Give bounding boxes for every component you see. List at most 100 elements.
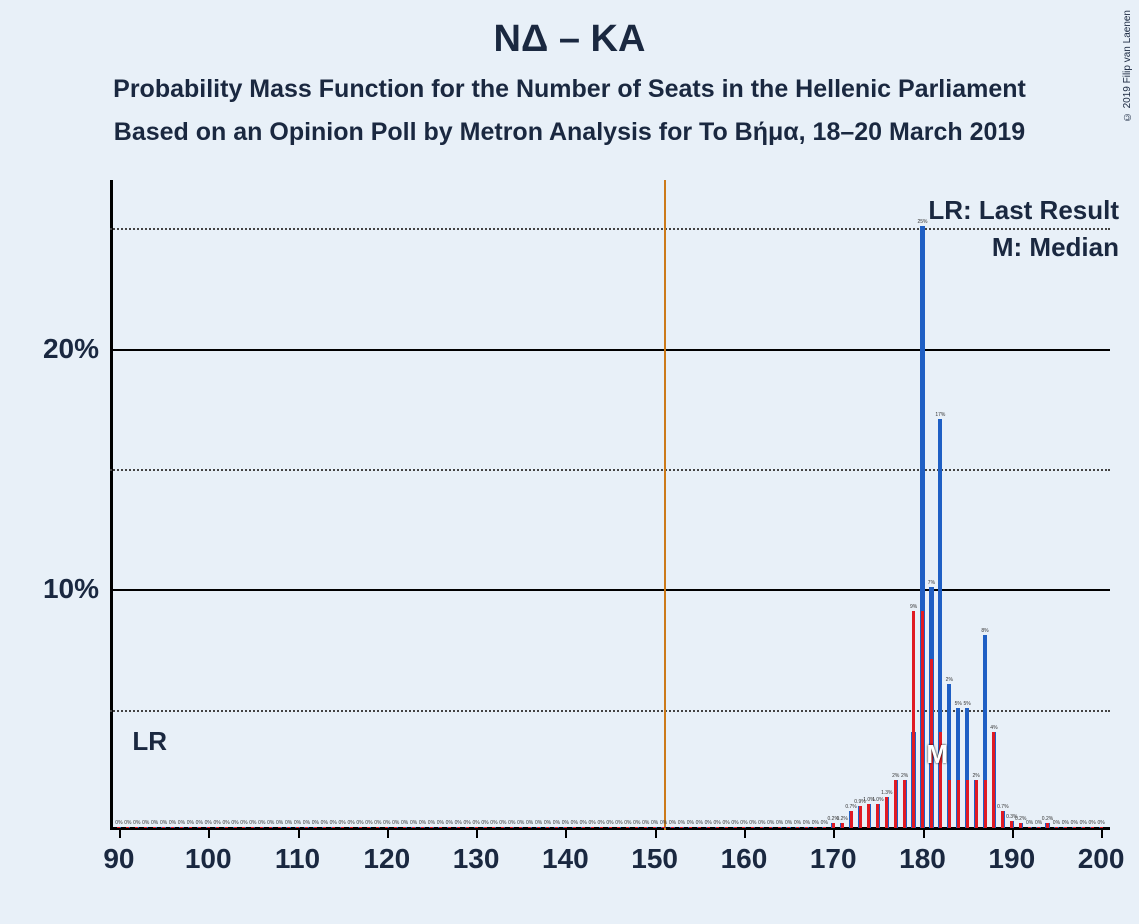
bar-red [278,827,281,828]
x-tick-label: 180 [899,843,946,875]
bar-label: 0% [124,820,131,826]
bar-label: 0% [678,820,685,826]
bar-label: 0.2% [1042,816,1053,822]
bar-red [501,827,504,828]
bar-label: 0% [544,820,551,826]
bar-red [448,827,451,828]
bar-red [1055,827,1058,828]
bar-label: 0% [276,820,283,826]
bar-label: 0% [151,820,158,826]
bar-red [582,827,585,828]
bar-red [698,827,701,828]
x-tick [833,830,835,838]
bar-label: 0% [356,820,363,826]
bar-red [707,827,710,828]
bar-red [1028,827,1031,828]
bar-red [966,780,969,828]
bar-label: 0% [571,820,578,826]
bar-red [484,827,487,828]
bar-label: 2% [901,773,908,779]
bar-label: 2% [892,773,899,779]
bar-label: 0% [1089,820,1096,826]
bar-red [841,823,844,828]
bar-red [591,827,594,828]
bar-red [269,827,272,828]
bar-label: 0% [562,820,569,826]
median-marker: M [926,739,948,770]
bar-red [626,827,629,828]
bar-label: 7% [928,580,935,586]
bar-red [805,827,808,828]
bar-red [975,780,978,828]
bar-label: 0% [1097,820,1104,826]
bar-red [1082,827,1085,828]
bar-label: 0% [160,820,167,826]
bar-red [153,827,156,828]
bar-red [680,827,683,828]
bar-red [225,827,228,828]
bar-red [894,780,897,828]
x-tick-label: 170 [810,843,857,875]
bar-red [832,823,835,828]
copyright-text: © 2019 Filip van Laenen [1122,10,1133,122]
bar-label: 0% [1062,820,1069,826]
bar-label: 0% [205,820,212,826]
bar-label: 0% [705,820,712,826]
bar-label: 0% [419,820,426,826]
bar-label: 0% [660,820,667,826]
bar-red [466,827,469,828]
bar-label: 0% [231,820,238,826]
bar-red [662,827,665,828]
bar-label: 0% [455,820,462,826]
bar-label: 0% [669,820,676,826]
x-tick [1012,830,1014,838]
bar-label: 0% [767,820,774,826]
bar-red [251,827,254,828]
chart-subtitle-2: Based on an Opinion Poll by Metron Analy… [0,118,1139,147]
bar-label: 0% [115,820,122,826]
bar-red [126,827,129,828]
bar-label: 0% [508,820,515,826]
bar-label: 0% [749,820,756,826]
bar-label: 0% [606,820,613,826]
bar-label: 0% [1071,820,1078,826]
x-tick [923,830,925,838]
bar-label: 0% [785,820,792,826]
bar-red [778,827,781,828]
bar-label: 0% [365,820,372,826]
bar-red [716,827,719,828]
chart-container: ΝΔ – ΚΑ Probability Mass Function for th… [0,0,1139,924]
bar-red [162,827,165,828]
bar-label: 0% [294,820,301,826]
bar-label: 0% [312,820,319,826]
majority-line [664,180,666,830]
bar-label: 0% [196,820,203,826]
bar-red [921,611,924,828]
bar-label: 0% [624,820,631,826]
bar-label: 0% [589,820,596,826]
bar-red [234,827,237,828]
bar-label: 0% [347,820,354,826]
bar-red [385,827,388,828]
bar-red [725,827,728,828]
bar-label: 0% [526,820,533,826]
chart-title: ΝΔ – ΚΑ [0,0,1139,61]
bar-label: 0% [392,820,399,826]
bar-label: 25% [917,219,927,225]
x-tick [565,830,567,838]
bar-red [957,780,960,828]
bar-label: 0% [758,820,765,826]
y-tick-label: 20% [43,333,99,365]
x-tick-label: 160 [721,843,768,875]
bar-label: 0% [714,820,721,826]
bar-red [1019,823,1022,828]
bar-red [876,804,879,828]
bar-label: 0% [731,820,738,826]
bar-label: 0.2% [1015,816,1026,822]
bar-red [216,827,219,828]
bar-label: 0% [446,820,453,826]
bar-label: 0% [428,820,435,826]
bar-label: 0% [651,820,658,826]
bar-red [439,827,442,828]
bar-label: 2% [972,773,979,779]
